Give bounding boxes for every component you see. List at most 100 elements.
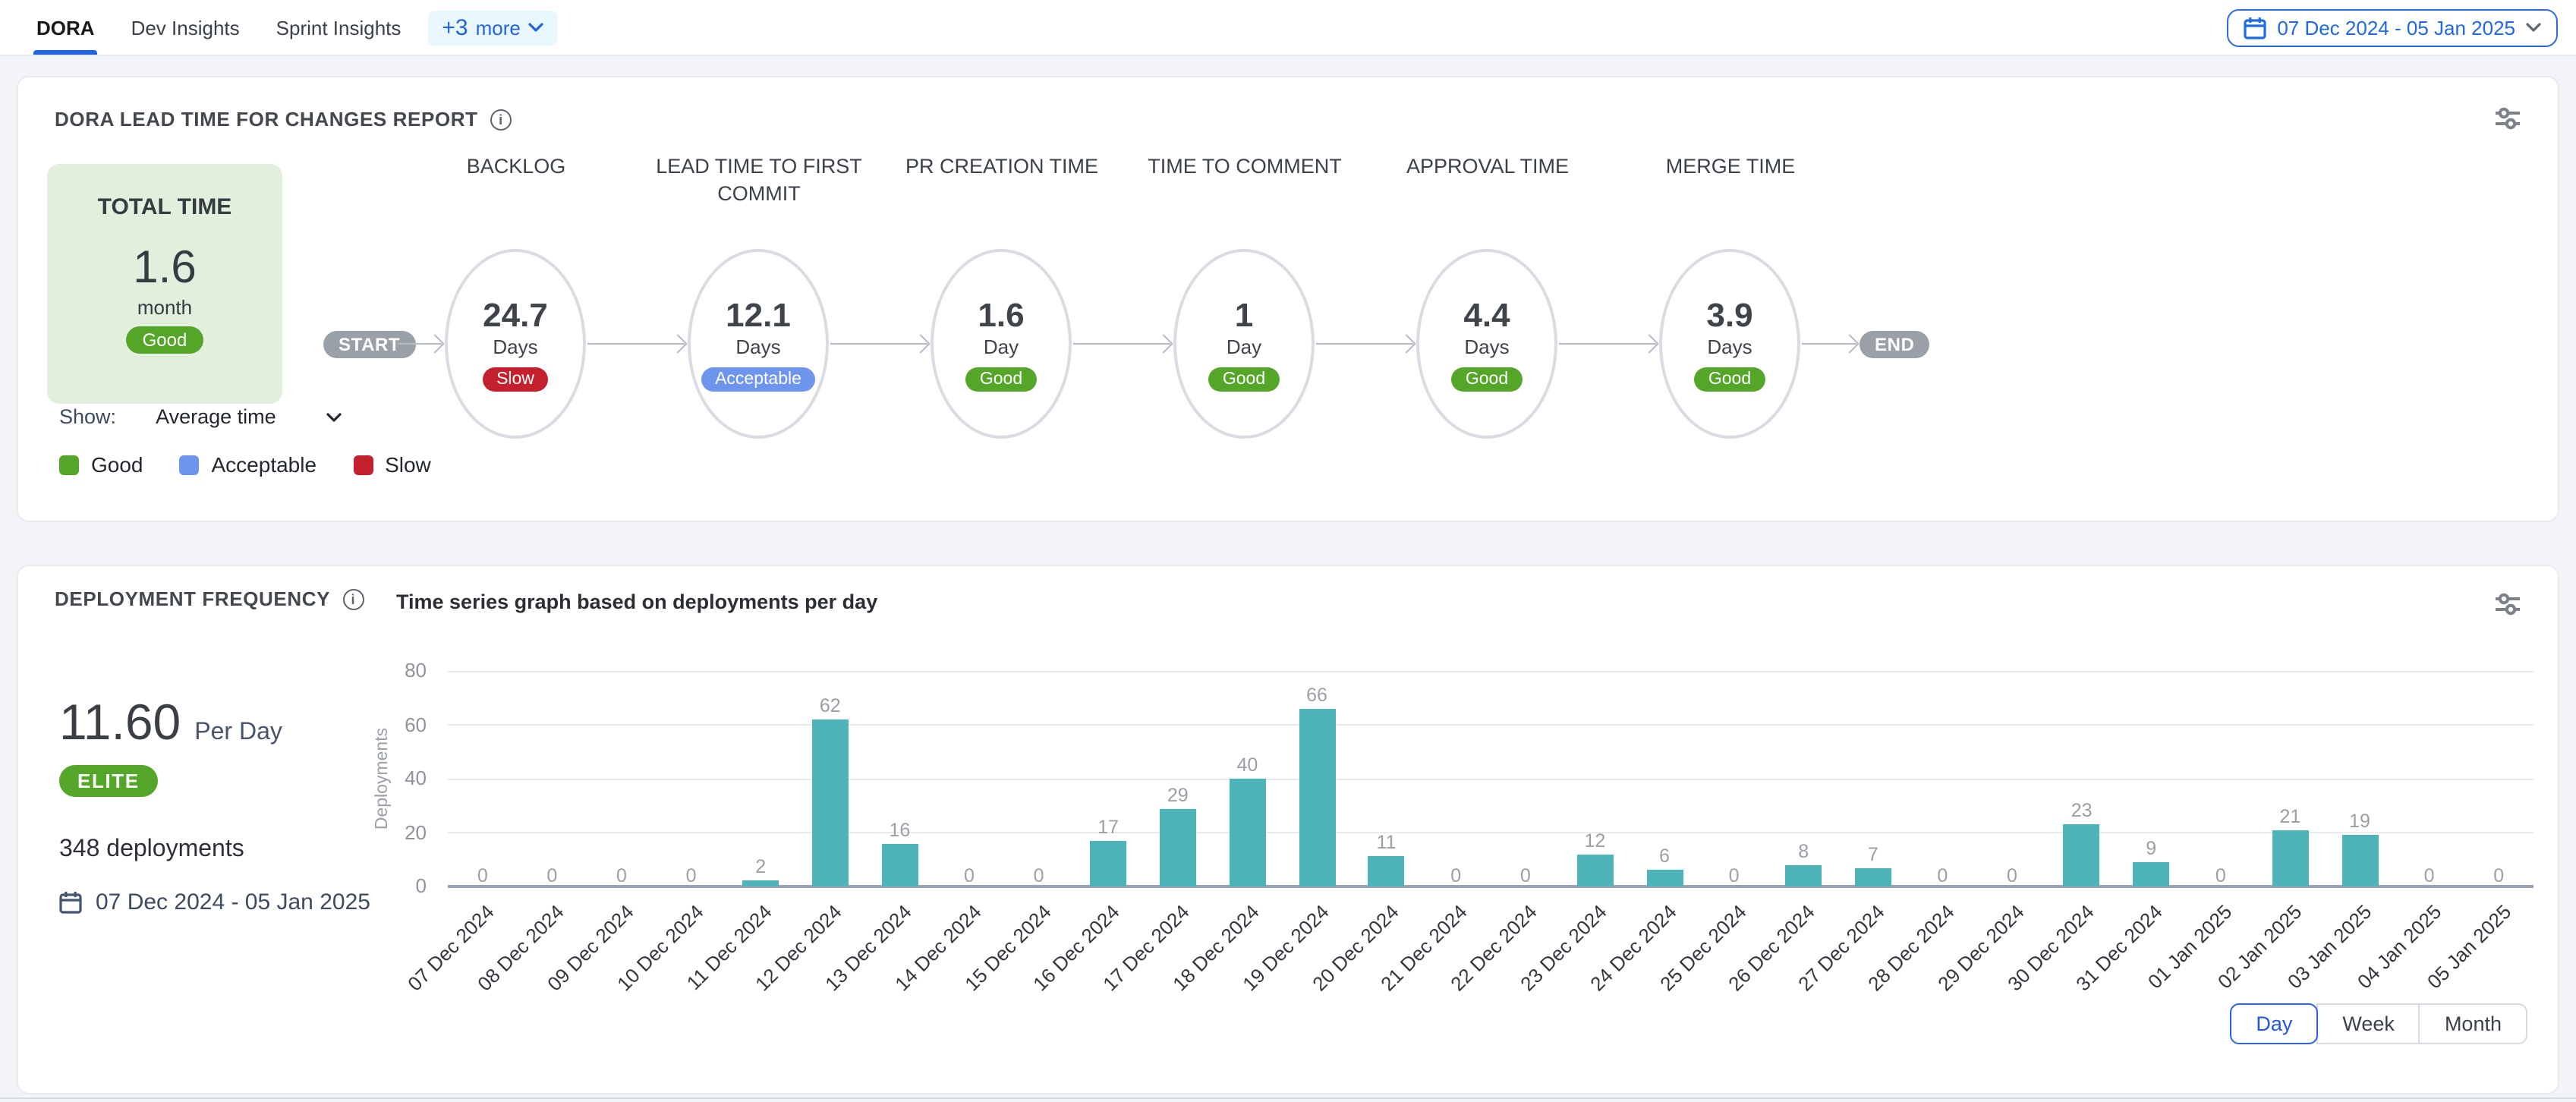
bar-value-label: 9 bbox=[2121, 838, 2181, 859]
bar-value-label: 0 bbox=[939, 865, 1000, 886]
bar-value-label: 19 bbox=[2329, 811, 2390, 833]
stage-node-lead-time-to-first-commit[interactable]: 12.1 Days Acceptable bbox=[688, 249, 829, 439]
chevron-down-icon bbox=[528, 23, 543, 32]
stage-unit: Days bbox=[1464, 335, 1509, 357]
flow-arrow bbox=[830, 332, 931, 357]
y-tick-label: 80 bbox=[354, 659, 427, 682]
acceptable-swatch bbox=[180, 455, 200, 474]
page-bottom-divider bbox=[0, 1097, 2576, 1099]
total-time-badge: Good bbox=[126, 326, 204, 354]
status-legend: Good Acceptable Slow bbox=[59, 452, 431, 477]
granularity-toggle: Day Week Month bbox=[2230, 1003, 2527, 1044]
tab-sprint-insights[interactable]: Sprint Insights bbox=[258, 0, 420, 55]
legend-label: Slow bbox=[385, 452, 431, 477]
stage-badge: Slow bbox=[483, 367, 548, 391]
dora-dashboard: DORA Dev Insights Sprint Insights +3 mor… bbox=[0, 0, 2576, 1102]
gridline bbox=[448, 670, 2533, 672]
stage-title: APPROVAL TIME bbox=[1366, 153, 1609, 181]
stage-node-backlog[interactable]: 24.7 Days Slow bbox=[445, 249, 586, 439]
bar[interactable] bbox=[2341, 836, 2378, 886]
legend-label: Acceptable bbox=[212, 452, 317, 477]
tab-bar: DORA Dev Insights Sprint Insights +3 mor… bbox=[18, 0, 557, 55]
bar-value-label: 12 bbox=[1564, 830, 1625, 851]
deployment-chart: 020406080Deployments007 Dec 2024008 Dec … bbox=[18, 566, 2558, 1093]
bar-value-label: 0 bbox=[1912, 865, 1973, 886]
bar[interactable] bbox=[1299, 709, 1335, 886]
stage-value: 12.1 bbox=[726, 297, 791, 333]
lead-time-settings-button[interactable] bbox=[2491, 102, 2524, 140]
y-axis-label-text: Deployments bbox=[373, 728, 392, 830]
slow-swatch bbox=[353, 455, 373, 474]
bar-value-label: 0 bbox=[591, 865, 652, 886]
bar[interactable] bbox=[1785, 865, 1822, 886]
sliders-icon bbox=[2494, 105, 2521, 132]
legend-label: Good bbox=[91, 452, 143, 477]
bar[interactable] bbox=[881, 843, 918, 886]
stage-unit: Days bbox=[493, 335, 537, 357]
more-tabs-word: more bbox=[476, 16, 521, 39]
tab-dora-label: DORA bbox=[36, 16, 95, 39]
stage-title: MERGE TIME bbox=[1609, 153, 1852, 181]
bar[interactable] bbox=[2064, 824, 2100, 886]
granularity-month-button[interactable]: Month bbox=[2419, 1003, 2527, 1044]
bar-value-label: 8 bbox=[1773, 841, 1834, 862]
bar[interactable] bbox=[1368, 857, 1405, 886]
stage-node-pr-creation-time[interactable]: 1.6 Day Good bbox=[931, 249, 1072, 439]
chevron-down-icon bbox=[2526, 23, 2541, 32]
flow-end-pill: END bbox=[1860, 331, 1930, 358]
bar[interactable] bbox=[1855, 867, 1891, 886]
show-value: Average time bbox=[156, 405, 326, 428]
granularity-day-button[interactable]: Day bbox=[2230, 1003, 2318, 1044]
stage-node-approval-time[interactable]: 4.4 Days Good bbox=[1416, 249, 1557, 439]
legend-item-slow: Slow bbox=[353, 452, 431, 477]
gridline bbox=[448, 778, 2533, 779]
bar-value-label: 17 bbox=[1078, 817, 1138, 838]
bar-value-label: 0 bbox=[2399, 865, 2460, 886]
bar[interactable] bbox=[742, 881, 779, 886]
date-range-picker[interactable]: 07 Dec 2024 - 05 Jan 2025 bbox=[2227, 8, 2558, 46]
flow-arrow bbox=[587, 332, 688, 357]
bar[interactable] bbox=[1160, 808, 1196, 886]
stage-value: 24.7 bbox=[483, 297, 548, 333]
tab-dev-insights-label: Dev Insights bbox=[131, 16, 240, 39]
tab-dev-insights[interactable]: Dev Insights bbox=[113, 0, 258, 55]
stage-node-time-to-comment[interactable]: 1 Day Good bbox=[1173, 249, 1315, 439]
granularity-week-button[interactable]: Week bbox=[2316, 1003, 2420, 1044]
bar[interactable] bbox=[812, 719, 849, 886]
stage-node-merge-time[interactable]: 3.9 Days Good bbox=[1659, 249, 1800, 439]
lead-time-panel-header: DORA LEAD TIME FOR CHANGES REPORT i bbox=[55, 108, 512, 131]
bar[interactable] bbox=[1646, 871, 1683, 886]
stage-title: BACKLOG bbox=[395, 153, 638, 181]
y-tick-label: 0 bbox=[354, 874, 427, 897]
stage-badge: Good bbox=[966, 367, 1036, 391]
bar-value-label: 0 bbox=[2468, 865, 2529, 886]
bar[interactable] bbox=[1576, 854, 1613, 886]
stage-unit: Day bbox=[1227, 335, 1261, 357]
stage-unit: Days bbox=[1707, 335, 1752, 357]
more-tabs-button[interactable]: +3 more bbox=[428, 10, 556, 45]
stage-unit: Day bbox=[984, 335, 1019, 357]
flow-arrow bbox=[1073, 332, 1173, 357]
chevron-down-icon bbox=[326, 412, 341, 421]
lead-time-panel: DORA LEAD TIME FOR CHANGES REPORT i TOTA… bbox=[17, 76, 2559, 522]
show-dropdown[interactable]: Show: Average time bbox=[59, 405, 341, 428]
tab-dora[interactable]: DORA bbox=[18, 0, 113, 55]
stage-title: TIME TO COMMENT bbox=[1123, 153, 1366, 181]
flow-arrow bbox=[1316, 332, 1416, 357]
stage-badge: Good bbox=[1209, 367, 1279, 391]
bar[interactable] bbox=[1229, 779, 1265, 886]
stage-title: PR CREATION TIME bbox=[880, 153, 1123, 181]
bar-value-label: 16 bbox=[869, 819, 930, 840]
active-tab-underline bbox=[33, 50, 98, 55]
bar[interactable] bbox=[1090, 841, 1126, 886]
legend-item-acceptable: Acceptable bbox=[180, 452, 317, 477]
bar-value-label: 0 bbox=[1425, 865, 1486, 886]
bar[interactable] bbox=[2272, 830, 2308, 886]
bar[interactable] bbox=[2133, 862, 2169, 886]
calendar-icon bbox=[2244, 16, 2266, 39]
bar-value-label: 62 bbox=[800, 695, 861, 716]
good-swatch bbox=[59, 455, 79, 474]
stage-value: 1 bbox=[1235, 297, 1254, 333]
stage-value: 3.9 bbox=[1706, 297, 1752, 333]
info-icon[interactable]: i bbox=[490, 109, 512, 130]
